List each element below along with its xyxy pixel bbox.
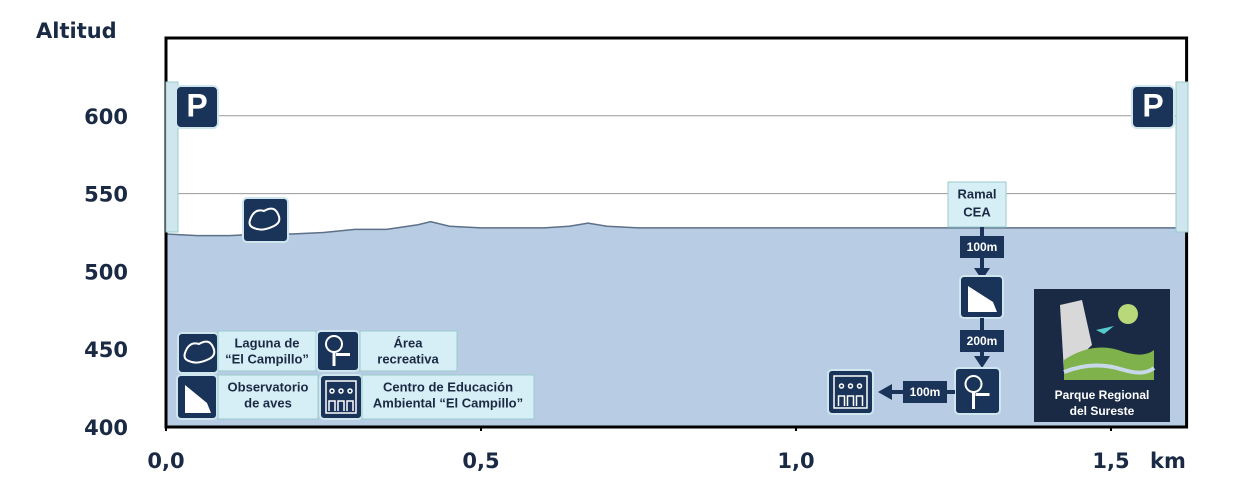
annotation-text: “El Campillo”	[225, 351, 309, 366]
logo-sun	[1118, 304, 1138, 324]
logo-hill	[1060, 300, 1092, 372]
lake-shape	[183, 340, 216, 364]
y-tick-label: 550	[84, 183, 128, 207]
annotation-text: 100m	[910, 385, 941, 399]
person	[337, 388, 345, 411]
annotation-text: de aves	[244, 395, 292, 410]
icon-tree	[954, 367, 1001, 415]
arrow	[974, 356, 990, 368]
icon-lake	[177, 332, 219, 374]
icon-bird	[959, 275, 1004, 319]
parking-sign	[1131, 85, 1175, 129]
icon-family	[319, 374, 363, 420]
annotation-text: del Sureste	[1070, 404, 1135, 418]
parking-label: P	[1142, 87, 1163, 123]
y-tick-label: 450	[84, 338, 128, 362]
annotation-text: Parque Regional	[1055, 388, 1150, 402]
dist-box	[903, 381, 947, 403]
parking-label: P	[186, 87, 207, 123]
annotation-text: Laguna de	[234, 335, 299, 350]
y-axis-label: Altitud	[36, 19, 117, 43]
icon-lake	[242, 197, 289, 243]
x-tick-label: 0,0	[147, 449, 184, 473]
annotation-text: 200m	[967, 334, 998, 348]
y-tick-label: 600	[84, 105, 128, 129]
annotation-text: Área	[394, 335, 424, 350]
parking-post	[1175, 81, 1189, 233]
person	[855, 383, 864, 406]
person	[328, 388, 336, 411]
x-tick-label: 1,5	[1092, 449, 1129, 473]
logo-wave	[1063, 363, 1156, 375]
x-unit: km	[1150, 449, 1186, 473]
x-tick-label: 1,0	[777, 449, 814, 473]
label-box	[947, 181, 1007, 228]
annotation-text: Centro de Educación	[383, 379, 513, 394]
dist-box	[960, 236, 1004, 258]
profile-line	[165, 220, 1187, 237]
hide-shape	[185, 385, 211, 413]
icon-family	[827, 369, 874, 415]
annotation-text: recreativa	[377, 351, 439, 366]
label-box	[217, 374, 319, 420]
person	[846, 383, 855, 406]
lake-shape	[248, 207, 281, 231]
hide-shape	[968, 286, 997, 312]
annotation-text: CEA	[963, 204, 991, 219]
icon-tree	[316, 330, 360, 372]
annotation-text: Observatorio	[228, 379, 309, 394]
label-box	[359, 330, 458, 372]
annotation-text: Ambiental “El Campillo”	[373, 395, 523, 410]
person	[346, 388, 354, 411]
frame	[325, 380, 357, 414]
logo-bird	[1096, 326, 1114, 334]
dist-box	[960, 330, 1004, 352]
person	[837, 383, 846, 406]
arrow	[878, 384, 892, 400]
table	[336, 353, 350, 356]
icon-bird	[176, 374, 218, 420]
annotation-text: 100m	[967, 240, 998, 254]
y-tick-label: 500	[84, 260, 128, 284]
label-box	[361, 374, 535, 420]
icon-box	[242, 197, 289, 243]
y-tick-label: 400	[84, 416, 128, 440]
frame	[833, 375, 868, 409]
arrow	[974, 268, 990, 280]
x-tick-label: 0,5	[462, 449, 499, 473]
table	[975, 393, 990, 396]
annotation-text: Ramal	[957, 186, 996, 201]
parking-sign	[175, 85, 219, 129]
